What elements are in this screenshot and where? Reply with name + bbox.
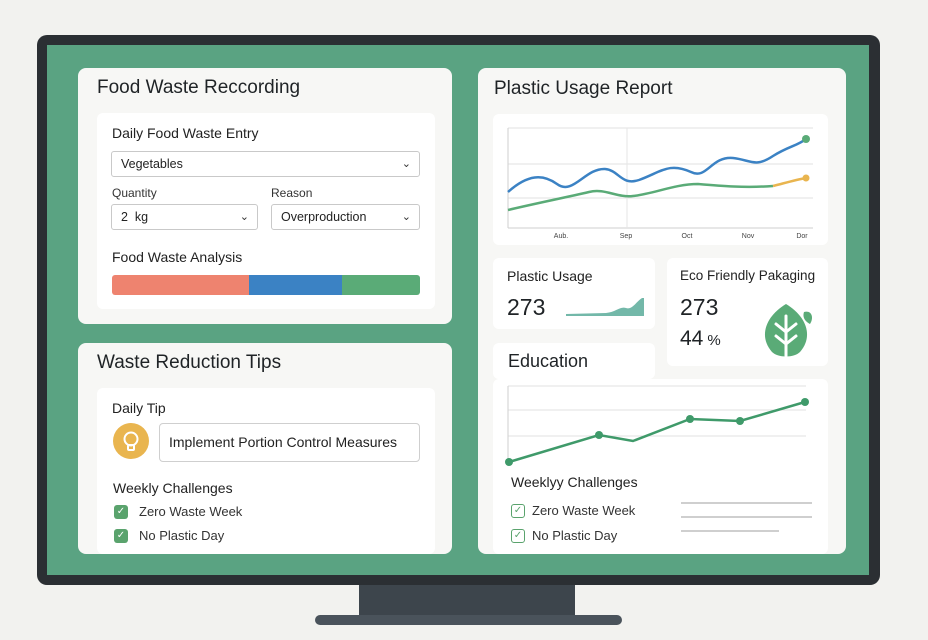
education-challenges-heading: Weeklyy Challenges [511,474,638,490]
blue-series-endpoint [802,135,810,143]
checkmark-icon[interactable]: ✓ [511,504,525,518]
quantity-label: Quantity [112,186,157,200]
reason-select[interactable]: Overproduction ⌄ [271,204,420,230]
placeholder-line [681,502,812,504]
placeholder-line [681,530,779,532]
plastic-report-title: Plastic Usage Report [494,78,673,99]
education-panel [493,379,828,554]
yellow-series-line [772,176,807,188]
weekly-challenges-heading: Weekly Challenges [113,480,233,496]
plastic-usage-sparkline [566,298,644,316]
checkmark-icon[interactable]: ✓ [114,505,128,519]
analysis-bar-segment-3 [342,275,420,295]
quantity-value: 2 kg [121,210,149,224]
analysis-bar-segment-1 [112,275,249,295]
plastic-usage-value: 273 [507,294,546,320]
eco-packaging-value: 273 [680,294,719,320]
food-type-value: Vegetables [121,157,183,171]
x-tick-label: Dor [796,233,808,240]
analysis-heading: Food Waste Analysis [112,249,243,265]
yellow-series-endpoint [802,174,810,182]
chevron-down-icon: ⌄ [401,211,411,223]
education-header-panel [493,343,655,379]
education-challenge-no-plastic: No Plastic Day [532,528,618,543]
education-point [801,398,809,406]
x-tick-label: Oct [682,233,693,240]
plastic-line-chart: Aub. Sep Oct Nov Dor [507,127,813,240]
chevron-down-icon: ⌄ [401,158,411,170]
leaf-icon [764,304,812,358]
education-point [736,417,744,425]
green-series-line [507,182,774,212]
daily-tip-text: Implement Portion Control Measures [159,423,420,462]
placeholder-line [681,516,812,518]
blue-series-line [507,137,807,193]
education-point [595,431,603,439]
education-line-chart [505,385,809,466]
challenge-item-zero-waste: Zero Waste Week [139,504,243,519]
education-title: Education [508,351,589,371]
plastic-usage-label: Plastic Usage [507,268,593,284]
waste-tips-title: Waste Reduction Tips [97,352,282,373]
plastic-usage-panel [493,258,655,329]
education-point [686,415,694,423]
daily-tip-label: Daily Tip [112,400,166,416]
waste-tips-panel [97,388,435,554]
challenge-item-no-plastic: No Plastic Day [139,528,225,543]
chevron-down-icon: ⌄ [239,211,249,223]
quantity-select[interactable]: 2 kg ⌄ [111,204,258,230]
reason-value: Overproduction [281,210,367,224]
education-point [505,458,513,466]
x-tick-label: Sep [620,233,633,240]
education-challenge-zero-waste: Zero Waste Week [532,503,636,518]
monitor-stand-neck [359,585,575,617]
food-type-select[interactable]: Vegetables ⌄ [111,151,420,177]
analysis-bar-segment-2 [249,275,342,295]
food-waste-title: Food Waste Reccording [97,77,301,98]
reason-label: Reason [271,186,313,200]
x-tick-label: Aub. [554,233,568,240]
monitor-stand-base [315,615,622,625]
x-tick-label: Nov [742,233,755,240]
eco-packaging-label: Eco Friendly Pakaging [680,268,816,283]
eco-packaging-percent: 44% [680,327,721,350]
education-series-line [508,400,806,464]
checkmark-icon[interactable]: ✓ [511,529,525,543]
daily-entry-heading: Daily Food Waste Entry [112,125,259,141]
checkmark-icon[interactable]: ✓ [114,529,128,543]
lightbulb-icon [113,423,149,459]
